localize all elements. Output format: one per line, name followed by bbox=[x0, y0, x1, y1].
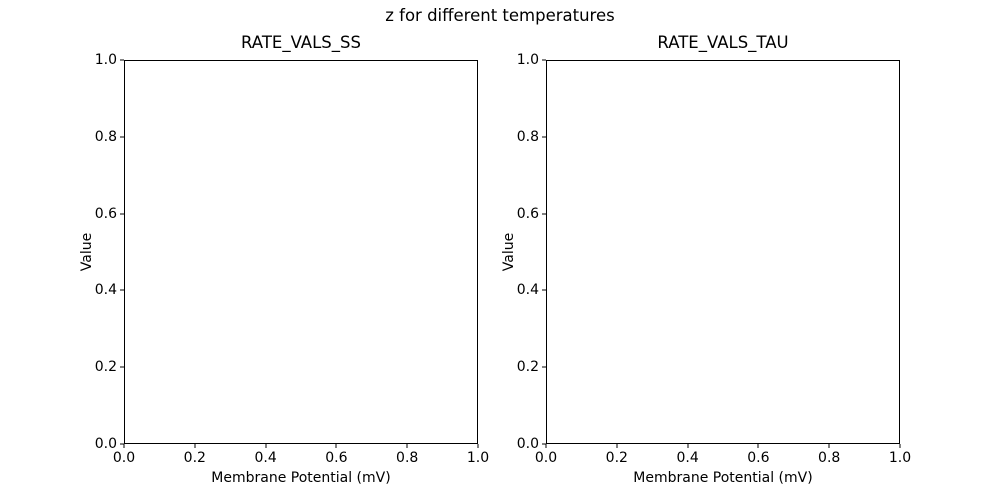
subplot-rate-vals-ss: RATE_VALS_SS 0.0 0.2 0.4 0.6 0.8 1.0 0.0 0.2 0.4… bbox=[79, 33, 489, 485]
y-tick-label: 0.8 bbox=[94, 128, 117, 145]
y-tick-mark bbox=[542, 59, 546, 61]
axes-spines bbox=[546, 60, 900, 444]
subplot-title: RATE_VALS_TAU bbox=[657, 33, 789, 53]
y-tick-label: 0.6 bbox=[516, 205, 539, 222]
y-tick-label: 0.0 bbox=[516, 436, 539, 452]
y-tick-mark bbox=[542, 289, 546, 291]
y-tick-label: 0.0 bbox=[94, 436, 117, 452]
x-tick-mark bbox=[828, 444, 830, 448]
x-tick-label: 0.6 bbox=[747, 450, 770, 466]
x-tick-mark bbox=[406, 444, 408, 448]
y-tick-label: 1.0 bbox=[94, 52, 117, 68]
x-tick-label: 0.6 bbox=[325, 450, 348, 466]
plot-area: 0.0 0.2 0.4 0.6 0.8 1.0 0.0 0.2 0.4 0.6 0.8 1.0 bbox=[95, 53, 489, 465]
x-tick-label: 0.0 bbox=[534, 450, 558, 466]
x-tick-label: 0.4 bbox=[676, 450, 699, 466]
y-tick-mark bbox=[120, 443, 124, 445]
y-tick-label: 0.6 bbox=[94, 205, 117, 222]
x-tick-mark bbox=[477, 444, 479, 448]
y-tick-mark bbox=[542, 213, 546, 215]
y-tick-label: 1.0 bbox=[516, 52, 539, 68]
x-tick-label: 0.8 bbox=[396, 450, 419, 466]
plot-area: 0.0 0.2 0.4 0.6 0.8 1.0 0.0 0.2 0.4 0.6 0.8 1.0 bbox=[517, 53, 911, 465]
figure-title: z for different temperatures bbox=[385, 6, 615, 25]
x-axis-label: Membrane Potential (mV) bbox=[211, 470, 391, 486]
x-tick-mark bbox=[545, 444, 547, 448]
subplot-title: RATE_VALS_SS bbox=[241, 33, 361, 53]
y-axis-label: Value bbox=[79, 232, 95, 272]
axes-spines bbox=[124, 60, 478, 444]
x-tick-label: 0.0 bbox=[112, 450, 136, 466]
y-tick-mark bbox=[542, 136, 546, 138]
y-axis-label: Value bbox=[501, 232, 517, 272]
y-tick-label: 0.2 bbox=[94, 359, 117, 376]
subplot-rate-vals-tau: RATE_VALS_TAU 0.0 0.2 0.4 0.6 0.8 1.0 0.0 0.2 0.… bbox=[501, 33, 911, 485]
y-tick-label: 0.8 bbox=[516, 128, 539, 145]
y-tick-mark bbox=[120, 289, 124, 291]
y-tick-label: 0.2 bbox=[516, 359, 539, 376]
y-tick-label: 0.4 bbox=[94, 282, 117, 299]
y-tick-mark bbox=[120, 59, 124, 61]
x-tick-label: 1.0 bbox=[888, 450, 912, 466]
x-tick-mark bbox=[899, 444, 901, 448]
y-tick-mark bbox=[120, 136, 124, 138]
y-tick-mark bbox=[542, 366, 546, 368]
x-tick-label: 0.4 bbox=[254, 450, 277, 466]
x-tick-label: 0.2 bbox=[183, 450, 206, 466]
x-tick-mark bbox=[123, 444, 125, 448]
x-tick-mark bbox=[194, 444, 196, 448]
x-tick-label: 0.2 bbox=[605, 450, 628, 466]
y-tick-label: 0.4 bbox=[516, 282, 539, 299]
y-tick-mark bbox=[542, 443, 546, 445]
x-tick-label: 1.0 bbox=[466, 450, 490, 466]
x-tick-mark bbox=[265, 444, 267, 448]
x-tick-mark bbox=[616, 444, 618, 448]
y-tick-mark bbox=[120, 213, 124, 215]
x-tick-mark bbox=[335, 444, 337, 448]
x-tick-mark bbox=[757, 444, 759, 448]
x-tick-label: 0.8 bbox=[818, 450, 841, 466]
x-tick-mark bbox=[687, 444, 689, 448]
y-tick-mark bbox=[120, 366, 124, 368]
x-axis-label: Membrane Potential (mV) bbox=[633, 470, 813, 486]
